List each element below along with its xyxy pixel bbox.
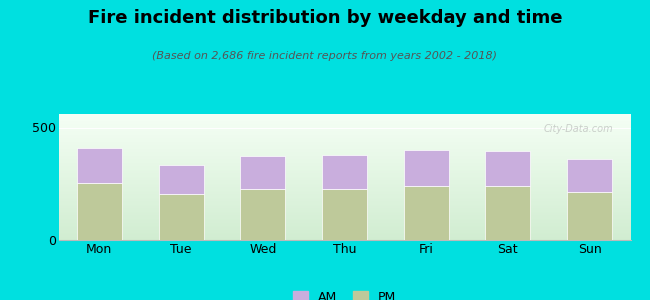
Bar	[486, 186, 530, 240]
Bar	[240, 156, 285, 189]
Bar	[486, 151, 530, 186]
Bar	[240, 189, 285, 240]
Bar	[567, 192, 612, 240]
Bar	[77, 148, 122, 183]
Text: (Based on 2,686 fire incident reports from years 2002 - 2018): (Based on 2,686 fire incident reports fr…	[153, 51, 497, 61]
Bar	[77, 183, 122, 240]
Bar	[159, 165, 203, 194]
Bar	[159, 194, 203, 240]
Bar	[322, 189, 367, 240]
Bar	[322, 154, 367, 189]
Bar	[567, 159, 612, 192]
Bar	[404, 186, 448, 240]
Text: Fire incident distribution by weekday and time: Fire incident distribution by weekday an…	[88, 9, 562, 27]
Bar	[404, 150, 448, 186]
Text: City-Data.com: City-Data.com	[543, 124, 614, 134]
Legend: AM, PM: AM, PM	[288, 286, 401, 300]
